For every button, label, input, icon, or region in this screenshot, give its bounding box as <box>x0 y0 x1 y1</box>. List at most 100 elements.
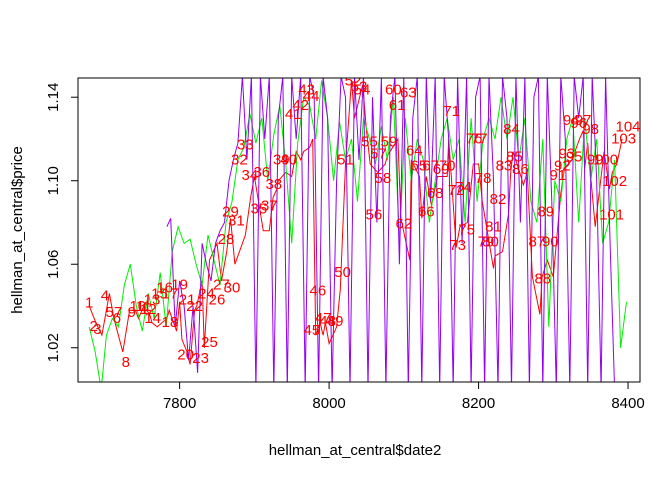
series-line-2 <box>88 80 627 382</box>
point-label: 25 <box>201 334 218 351</box>
point-label: 51 <box>337 152 354 169</box>
point-label: 47 <box>315 310 332 327</box>
point-label: 76 <box>466 130 483 147</box>
point-label: 87 <box>529 234 546 251</box>
point-label: 52 <box>345 72 362 89</box>
point-label: 57 <box>106 304 123 321</box>
x-axis: 7800 8000 8200 8400 <box>163 381 645 412</box>
y-axis: 1.02 1.06 1.10 1.14 <box>45 83 79 362</box>
point-label: 18 <box>162 314 179 331</box>
point-label: 6 <box>113 310 121 327</box>
point-label: 66 <box>418 203 435 220</box>
point-label: 72 <box>448 182 465 199</box>
point-label: 82 <box>490 191 507 208</box>
point-label: 94 <box>563 112 580 129</box>
point-label: 26 <box>209 292 226 309</box>
point-label: 80 <box>482 234 499 251</box>
point-label: 9 <box>128 304 136 321</box>
point-labels-layer: 1234576891011121314151617181920212223242… <box>85 72 640 371</box>
point-label: 61 <box>389 97 406 114</box>
point-label: 90 <box>542 234 559 251</box>
point-label: 98 <box>582 121 599 138</box>
point-label: 73 <box>449 237 466 254</box>
point-label: 14 <box>144 310 161 327</box>
point-label: 48 <box>319 313 336 330</box>
x-tick-label: 7800 <box>163 395 196 412</box>
point-label: 1 <box>85 294 93 311</box>
point-label: 89 <box>537 203 554 220</box>
point-label: 24 <box>198 285 215 302</box>
point-label: 34 <box>242 167 259 184</box>
x-tick-label: 8200 <box>462 395 495 412</box>
point-label: 55 <box>361 133 378 150</box>
point-label: 86 <box>512 161 529 178</box>
point-label: 59 <box>381 133 398 150</box>
point-label: 16 <box>156 279 173 296</box>
point-label: 77 <box>471 130 488 147</box>
point-label: 88 <box>534 270 551 287</box>
point-label: 100 <box>593 152 618 169</box>
y-tick-label: 1.10 <box>45 166 62 195</box>
point-label: 36 <box>253 164 270 181</box>
point-label: 57 <box>370 146 387 163</box>
point-label: 54 <box>354 82 371 99</box>
series-line-3 <box>166 78 615 382</box>
point-label: 91 <box>549 167 566 184</box>
point-label: 29 <box>222 203 239 220</box>
point-label: 32 <box>231 152 248 169</box>
y-tick-label: 1.14 <box>45 83 62 112</box>
series-layer <box>88 78 627 382</box>
point-label: 17 <box>162 285 179 302</box>
x-tick-label: 8400 <box>611 395 644 412</box>
point-label: 93 <box>558 146 575 163</box>
point-label: 53 <box>351 79 368 96</box>
point-label: 83 <box>496 158 513 175</box>
point-label: 38 <box>265 176 282 193</box>
point-label: 104 <box>615 118 640 135</box>
y-axis-title: hellman_at_central$price <box>9 146 26 314</box>
point-label: 45 <box>304 322 321 339</box>
point-label: 69 <box>433 161 450 178</box>
point-label: 63 <box>400 85 417 102</box>
point-label: 35 <box>251 200 268 217</box>
series-line-1 <box>88 80 623 365</box>
point-label: 40 <box>280 152 297 169</box>
point-label: 78 <box>475 170 492 187</box>
point-label: 101 <box>599 206 624 223</box>
x-tick-label: 8000 <box>312 395 345 412</box>
point-label: 58 <box>375 170 392 187</box>
point-label: 75 <box>458 222 475 239</box>
plot-frame <box>77 77 641 383</box>
point-label: 102 <box>602 173 627 190</box>
point-label: 62 <box>395 216 412 233</box>
point-label: 11 <box>136 298 152 315</box>
point-label: 3 <box>93 321 101 338</box>
point-label: 92 <box>554 158 571 175</box>
y-tick-label: 1.06 <box>45 250 62 279</box>
point-label: 81 <box>485 218 502 235</box>
point-label: 12 <box>140 301 157 318</box>
point-label: 44 <box>303 88 320 105</box>
point-label: 41 <box>285 106 302 123</box>
point-label: 85 <box>506 148 523 165</box>
point-label: 15 <box>151 285 168 302</box>
y-tick-label: 1.02 <box>45 333 62 362</box>
point-label: 8 <box>122 354 130 371</box>
point-label: 49 <box>327 313 344 330</box>
point-label: 70 <box>439 158 456 175</box>
point-label: 20 <box>177 346 194 363</box>
x-axis-title: hellman_at_central$date2 <box>269 442 442 459</box>
point-label: 50 <box>334 264 351 281</box>
point-label: 74 <box>455 179 472 196</box>
point-label: 37 <box>261 197 278 214</box>
point-label: 31 <box>228 212 245 229</box>
point-label: 103 <box>611 130 636 147</box>
point-label: 4 <box>101 288 109 305</box>
point-label: 46 <box>310 282 327 299</box>
point-label: 56 <box>366 206 383 223</box>
point-label: 33 <box>237 136 254 153</box>
point-label: 21 <box>179 292 196 309</box>
point-label: 2 <box>90 318 98 335</box>
point-label: 71 <box>443 103 460 120</box>
